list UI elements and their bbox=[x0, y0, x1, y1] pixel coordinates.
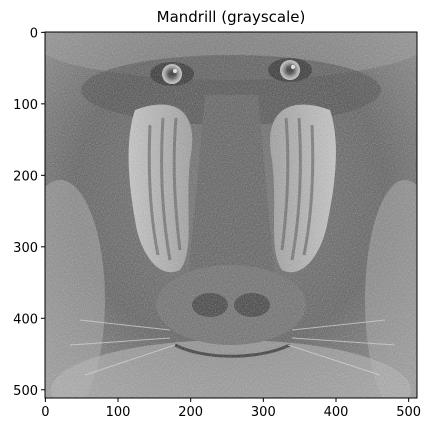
y-tick-label: 400 bbox=[13, 312, 38, 327]
chart-title: Mandrill (grayscale) bbox=[157, 8, 306, 26]
y-tick-label: 0 bbox=[30, 26, 38, 41]
y-axis: 0 100 200 300 400 500 bbox=[13, 26, 45, 399]
axes-frame bbox=[44, 31, 418, 399]
x-tick-label: 0 bbox=[41, 405, 49, 420]
x-tick-label: 200 bbox=[178, 405, 203, 420]
x-tick-label: 500 bbox=[396, 405, 421, 420]
x-tick-label: 400 bbox=[324, 405, 349, 420]
y-tick-label: 500 bbox=[13, 384, 38, 399]
y-tick-label: 100 bbox=[13, 98, 38, 113]
x-tick-label: 300 bbox=[251, 405, 276, 420]
y-tick-label: 300 bbox=[13, 241, 38, 256]
x-axis: 0 100 200 300 400 500 bbox=[41, 398, 421, 420]
mandrill-image bbox=[45, 32, 417, 398]
y-tick-label: 200 bbox=[13, 169, 38, 184]
x-tick-label: 100 bbox=[106, 405, 131, 420]
